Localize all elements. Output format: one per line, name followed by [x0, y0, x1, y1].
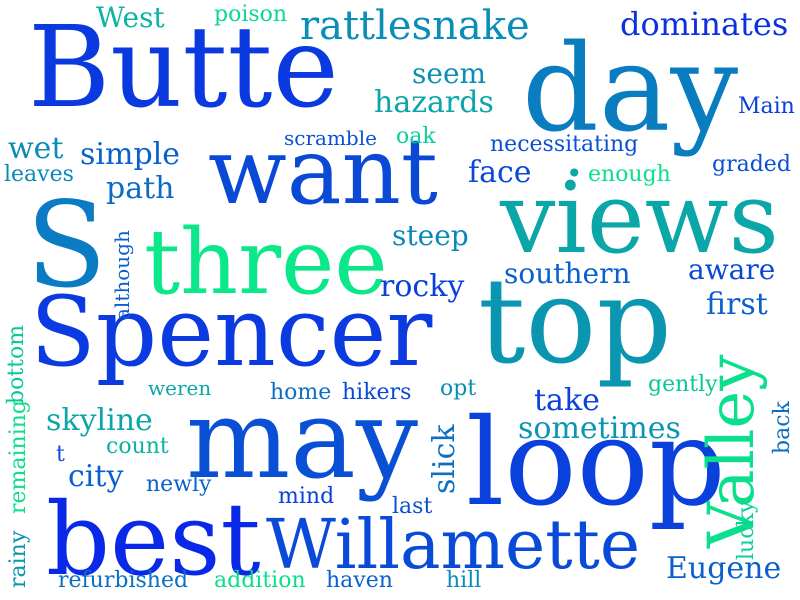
word-best: best [46, 481, 261, 598]
word-seem: seem [412, 57, 487, 90]
word-may: may [186, 375, 419, 503]
word-day: day [522, 20, 739, 159]
word-rocky: rocky [380, 269, 465, 304]
word-bottom: bottom [4, 324, 29, 404]
word-willamette: Willamette [266, 506, 641, 585]
word-mind: mind [278, 484, 335, 509]
word-southern: southern [504, 257, 631, 290]
word-loop: loop [466, 394, 726, 533]
word-first: first [706, 287, 768, 322]
word-scramble: scramble [284, 126, 377, 150]
word-wet: wet [8, 131, 64, 166]
word-last: last [392, 494, 433, 519]
word-west: West [96, 1, 165, 34]
word-enough: enough [588, 162, 671, 187]
word-spencer: Spencer [30, 276, 433, 388]
word-refurbished: refurbished [58, 568, 189, 593]
word-butte: Butte [28, 3, 339, 133]
word-simple: simple [80, 137, 180, 172]
word-sometimes: sometimes [518, 411, 681, 446]
word-dot: • [566, 157, 583, 190]
word-city: city [68, 459, 124, 494]
word-although: although [110, 230, 134, 320]
word-haven: haven [326, 568, 393, 593]
word-views: views [500, 162, 779, 276]
word-slick: slick [427, 424, 462, 494]
word-skyline: skyline [46, 403, 153, 438]
word-take: take [534, 383, 600, 418]
word-dominates: dominates [620, 5, 789, 43]
word-weren: weren [148, 376, 212, 400]
word-aware: aware [688, 253, 776, 286]
word-main: Main [738, 94, 795, 119]
word-count: count [106, 434, 169, 459]
word-remaining: remaining [6, 399, 31, 514]
word-path: path [106, 171, 175, 206]
word-necessitating: necessitating [490, 132, 639, 157]
word-face: face [468, 155, 532, 190]
word-want: want [208, 118, 438, 225]
word-home: home [270, 380, 332, 405]
word-rattlesnake: rattlesnake [300, 3, 530, 49]
word-addition: addition [214, 568, 306, 593]
word-hazards: hazards [374, 85, 494, 120]
word-opt: opt [440, 376, 477, 401]
word-hikers: hikers [342, 380, 412, 405]
word-rainy: rainy [6, 530, 31, 588]
word-gently: gently [648, 372, 718, 397]
word-three: three [144, 210, 388, 315]
word-leaves: leaves [4, 162, 74, 187]
word-back: back [770, 401, 795, 454]
word-t: t [56, 442, 65, 467]
word-s: S [26, 176, 107, 314]
word-hill: hill [446, 568, 482, 593]
word-graded: graded [712, 152, 791, 177]
word-oak: oak [396, 124, 436, 149]
word-eugene: Eugene [666, 551, 782, 586]
word-newly: newly [146, 472, 212, 497]
word-steep: steep [392, 219, 469, 252]
word-top: top [478, 252, 672, 390]
word-poison: poison [214, 2, 288, 27]
